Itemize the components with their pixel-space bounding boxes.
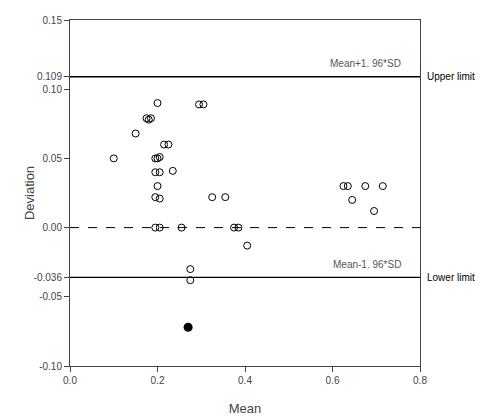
- svg-text:0.8: 0.8: [413, 375, 427, 386]
- svg-text:-0.036: -0.036: [34, 272, 63, 283]
- svg-text:0.15: 0.15: [43, 15, 63, 26]
- svg-text:0.6: 0.6: [326, 375, 340, 386]
- svg-text:Upper limit: Upper limit: [427, 71, 475, 82]
- svg-text:Mean: Mean: [229, 401, 262, 416]
- svg-text:0.2: 0.2: [151, 375, 165, 386]
- svg-text:0.0: 0.0: [63, 375, 77, 386]
- svg-text:Mean-1. 96*SD: Mean-1. 96*SD: [333, 259, 401, 270]
- svg-text:0.109: 0.109: [37, 71, 62, 82]
- svg-text:Deviation: Deviation: [22, 166, 37, 220]
- svg-text:-0.05: -0.05: [39, 291, 62, 302]
- svg-text:0.05: 0.05: [43, 153, 63, 164]
- svg-text:0.10: 0.10: [43, 84, 63, 95]
- svg-text:0.4: 0.4: [238, 375, 252, 386]
- svg-text:0.00: 0.00: [43, 222, 63, 233]
- svg-text:Lower limit: Lower limit: [427, 272, 475, 283]
- svg-text:-0.10: -0.10: [39, 361, 62, 372]
- svg-text:Mean+1. 96*SD: Mean+1. 96*SD: [330, 58, 401, 69]
